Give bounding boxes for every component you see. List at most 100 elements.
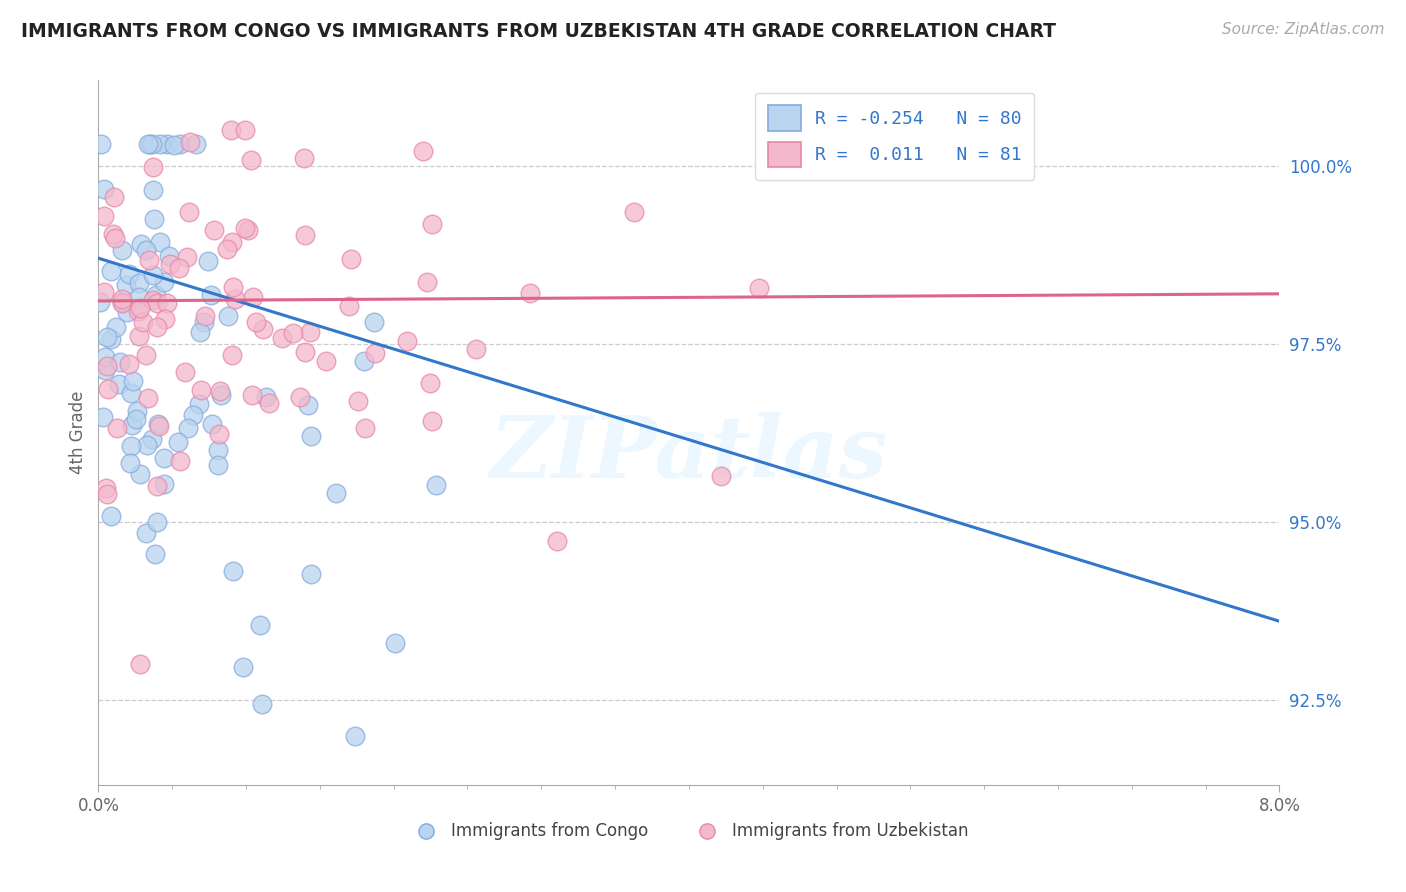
Point bbox=[201, 417, 224, 432]
Point bbox=[122, 374, 145, 388]
Point bbox=[142, 268, 165, 282]
Point bbox=[105, 420, 128, 434]
Point bbox=[148, 418, 170, 433]
Point bbox=[242, 290, 264, 304]
Point bbox=[299, 567, 322, 582]
Point bbox=[146, 516, 169, 530]
Point bbox=[135, 243, 157, 257]
Point bbox=[93, 209, 115, 223]
Point bbox=[254, 390, 277, 404]
Point bbox=[233, 123, 256, 137]
Point bbox=[111, 294, 134, 309]
Point bbox=[118, 357, 141, 371]
Point bbox=[138, 137, 160, 152]
Point bbox=[547, 533, 569, 548]
Point bbox=[149, 235, 172, 250]
Text: IMMIGRANTS FROM CONGO VS IMMIGRANTS FROM UZBEKISTAN 4TH GRADE CORRELATION CHART: IMMIGRANTS FROM CONGO VS IMMIGRANTS FROM… bbox=[21, 22, 1056, 41]
Point bbox=[364, 346, 387, 360]
Point bbox=[131, 315, 153, 329]
Point bbox=[96, 481, 118, 495]
Point bbox=[294, 227, 316, 242]
Text: ZIPatlas: ZIPatlas bbox=[489, 412, 889, 496]
Point bbox=[108, 355, 131, 369]
Point bbox=[169, 137, 191, 152]
Point bbox=[142, 160, 165, 174]
Point bbox=[240, 388, 263, 402]
Point bbox=[176, 420, 198, 434]
Point bbox=[125, 412, 148, 426]
Point bbox=[91, 409, 114, 424]
Point bbox=[396, 334, 419, 348]
Point bbox=[129, 237, 152, 252]
Point bbox=[120, 439, 142, 453]
Y-axis label: 4th Grade: 4th Grade bbox=[69, 391, 87, 475]
Point bbox=[153, 275, 176, 289]
Point bbox=[129, 657, 152, 671]
Point bbox=[93, 285, 115, 300]
Point bbox=[202, 223, 225, 237]
Point bbox=[135, 525, 157, 540]
Point bbox=[136, 438, 159, 452]
Point bbox=[337, 299, 360, 313]
Point bbox=[125, 404, 148, 418]
Point bbox=[181, 408, 204, 422]
Point bbox=[121, 417, 143, 432]
Point bbox=[143, 547, 166, 561]
Point bbox=[188, 397, 211, 411]
Point bbox=[115, 278, 138, 293]
Point bbox=[138, 253, 160, 268]
Point bbox=[146, 320, 169, 334]
Point bbox=[363, 315, 385, 329]
Point bbox=[221, 348, 243, 362]
Point bbox=[103, 190, 125, 204]
Point bbox=[465, 342, 488, 356]
Point bbox=[208, 427, 231, 442]
Point bbox=[412, 145, 434, 159]
Point bbox=[297, 398, 319, 412]
Point bbox=[232, 660, 254, 674]
Point bbox=[224, 292, 246, 306]
Point bbox=[222, 280, 245, 294]
Point bbox=[190, 384, 212, 398]
Point bbox=[177, 205, 200, 219]
Point bbox=[138, 391, 160, 405]
Point bbox=[425, 477, 447, 491]
Point bbox=[100, 264, 122, 278]
Point bbox=[299, 429, 322, 443]
Point bbox=[346, 393, 368, 408]
Point bbox=[200, 288, 222, 302]
Point bbox=[197, 254, 219, 268]
Point bbox=[136, 137, 159, 152]
Point bbox=[156, 295, 179, 310]
Point bbox=[107, 376, 129, 391]
Point bbox=[623, 205, 645, 219]
Point bbox=[157, 249, 180, 263]
Point bbox=[167, 261, 190, 276]
Point bbox=[96, 359, 118, 373]
Point bbox=[209, 388, 232, 402]
Point bbox=[221, 123, 243, 137]
Legend: Immigrants from Congo, Immigrants from Uzbekistan: Immigrants from Congo, Immigrants from U… bbox=[404, 816, 974, 847]
Text: Source: ZipAtlas.com: Source: ZipAtlas.com bbox=[1222, 22, 1385, 37]
Point bbox=[120, 456, 142, 470]
Point bbox=[120, 386, 142, 401]
Point bbox=[416, 276, 439, 290]
Point bbox=[748, 281, 770, 295]
Point bbox=[294, 344, 316, 359]
Point bbox=[186, 137, 208, 152]
Point bbox=[146, 296, 169, 310]
Point bbox=[384, 635, 406, 649]
Point bbox=[221, 564, 243, 578]
Point bbox=[141, 432, 163, 446]
Point bbox=[110, 243, 132, 257]
Point bbox=[271, 331, 294, 345]
Point bbox=[142, 293, 165, 308]
Point bbox=[153, 477, 176, 491]
Point bbox=[94, 350, 117, 364]
Point bbox=[419, 376, 441, 390]
Point bbox=[288, 390, 311, 404]
Point bbox=[93, 182, 115, 196]
Point bbox=[188, 325, 211, 339]
Point bbox=[94, 363, 117, 377]
Point bbox=[353, 420, 375, 434]
